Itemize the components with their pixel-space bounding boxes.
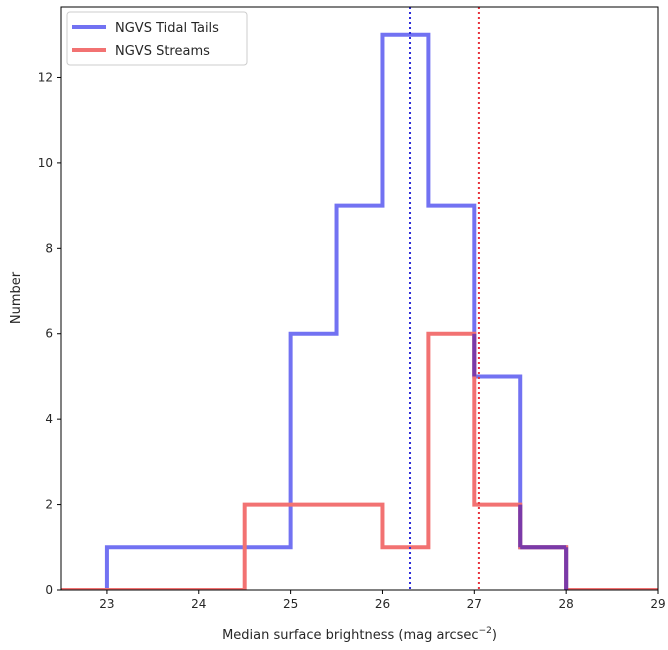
x-tick-label: 26	[375, 597, 390, 611]
y-axis: 0 2 4 6 8 10 12	[38, 70, 61, 597]
x-axis: 23 24 25 26 27 28 29	[99, 590, 666, 611]
y-tick-label: 6	[45, 327, 53, 341]
histogram-step-0	[61, 32, 658, 590]
y-tick-label: 10	[38, 156, 53, 170]
y-tick-label: 2	[45, 498, 53, 512]
y-axis-label: Number	[9, 271, 24, 324]
y-tick-label: 4	[45, 412, 53, 426]
x-tick-label: 27	[467, 597, 482, 611]
x-tick-label: 23	[99, 597, 114, 611]
legend-box	[66, 11, 248, 66]
histogram-step-1	[61, 331, 658, 590]
x-tick-label: 25	[283, 597, 298, 611]
x-axis-label: Median surface brightness (mag arcsec−2)	[222, 626, 497, 643]
plot-content	[61, 7, 658, 590]
x-axis-label-exponent: −2	[479, 626, 492, 636]
legend: NGVS Tidal Tails NGVS Streams	[66, 11, 248, 66]
y-tick-label: 0	[45, 583, 53, 597]
x-tick-label: 28	[559, 597, 574, 611]
plot-frame	[60, 6, 659, 591]
x-tick-label: 29	[650, 597, 665, 611]
legend-label-streams: NGVS Streams	[115, 44, 210, 59]
x-axis-label-close: )	[492, 628, 497, 643]
y-tick-label: 8	[45, 241, 53, 255]
x-tick-label: 24	[191, 597, 206, 611]
legend-label-tidal-tails: NGVS Tidal Tails	[115, 21, 219, 36]
y-tick-label: 12	[38, 70, 53, 84]
